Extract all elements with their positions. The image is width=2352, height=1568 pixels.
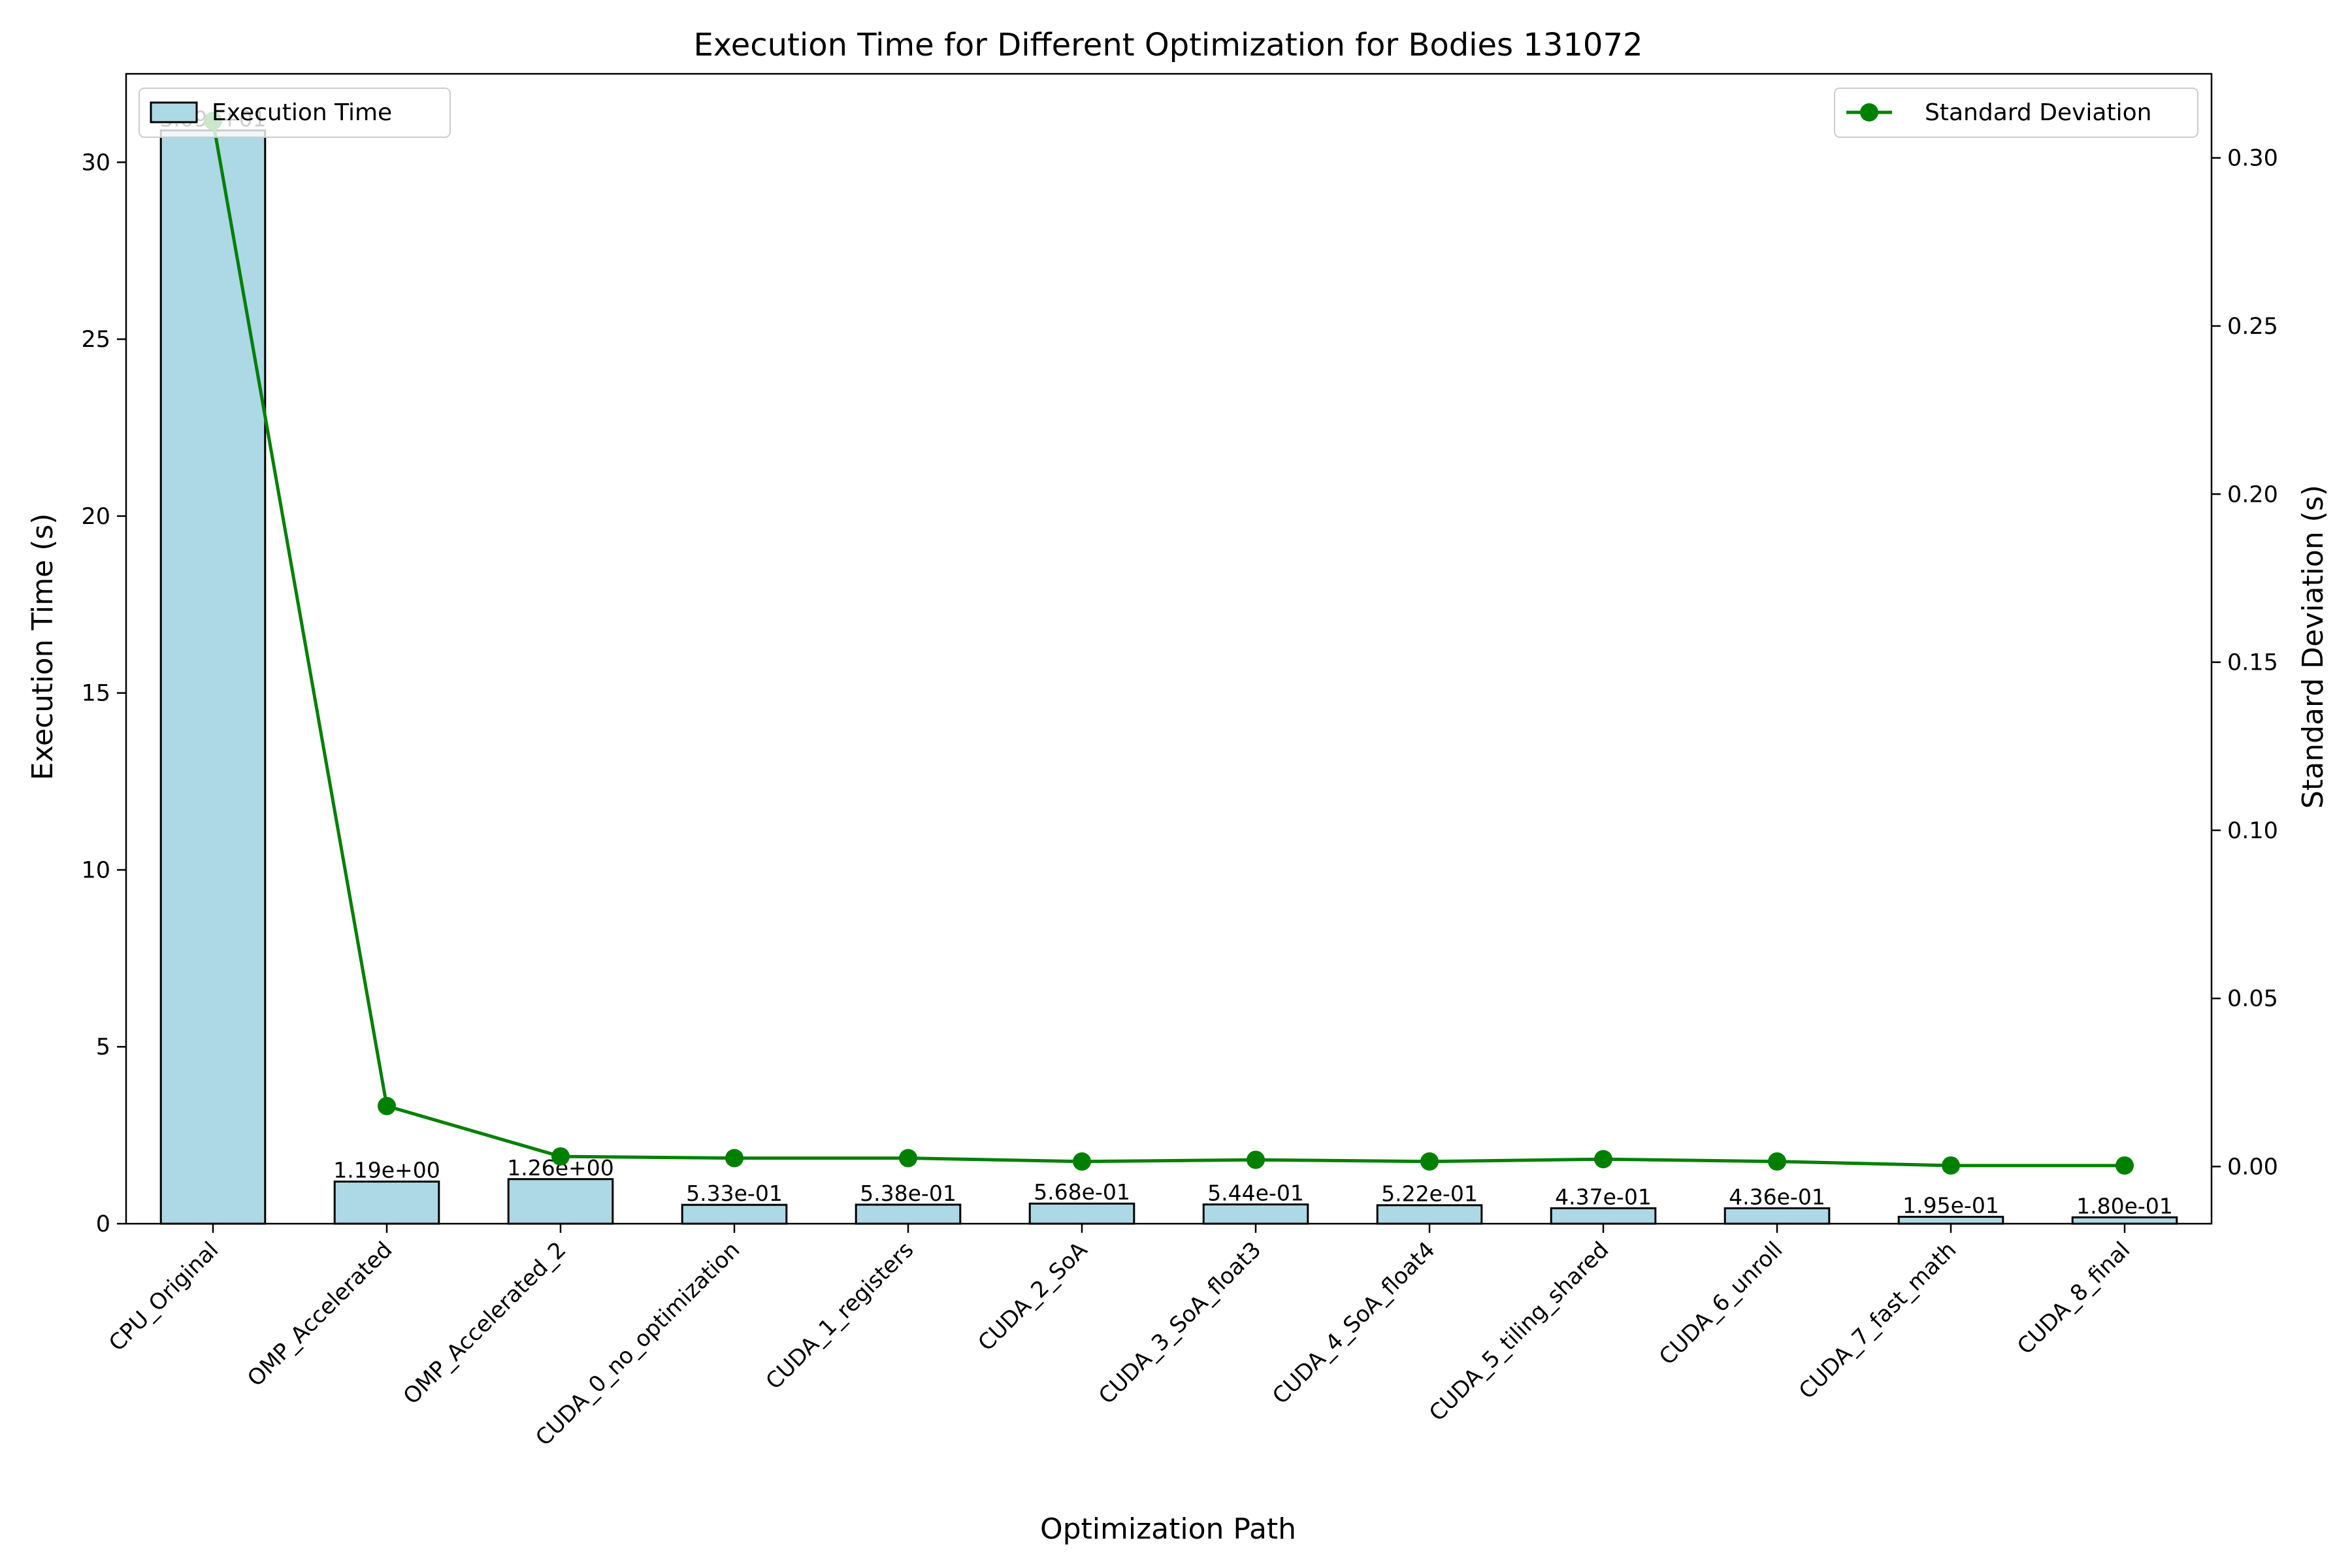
y2-tick-label: 0.10 [2227, 818, 2278, 844]
bar-value-label: 1.80e-01 [2076, 1193, 2173, 1218]
y-axis-left: 0 5 10 15 20 25 30 [81, 150, 126, 1237]
chart-title: Execution Time for Different Optimizatio… [693, 27, 1642, 63]
std-point [2115, 1156, 2134, 1175]
bar-OMP_Accelerated [333, 1181, 440, 1225]
y2-axis-label: Standard Deviation (s) [2296, 485, 2330, 809]
x-axis-label: Optimization Path [1040, 1512, 1296, 1546]
std-point [378, 1096, 396, 1115]
std-point [1073, 1152, 1091, 1171]
y-tick-label: 15 [81, 681, 110, 707]
y2-tick-label: 0.20 [2227, 482, 2278, 508]
plot-frame [125, 73, 2213, 1225]
bar-CUDA_1_registers [855, 1203, 962, 1225]
std-line [211, 120, 2125, 1168]
y-tick-label: 5 [96, 1034, 110, 1060]
y-tick-label: 20 [81, 504, 110, 530]
bar-CPU_Original [159, 129, 267, 1225]
bar-CUDA_6_unroll [1723, 1207, 1831, 1225]
y-axis-right: 0.00 0.05 0.10 0.15 0.20 0.25 0.30 [2212, 146, 2278, 1181]
std-point [551, 1147, 570, 1166]
bar-CUDA_5_tiling_shared [1550, 1207, 1657, 1225]
legend-box [139, 88, 451, 138]
y-tick-label: 0 [96, 1211, 110, 1237]
bar-value-label: 5.44e-01 [1207, 1181, 1304, 1206]
y-tick-label: 25 [81, 327, 110, 353]
std-point [1420, 1152, 1439, 1171]
bar-value-label: 4.36e-01 [1729, 1184, 1825, 1209]
bar-value-label: 1.19e+00 [333, 1158, 440, 1183]
y-tick-label: 10 [81, 857, 110, 883]
std-point [1942, 1156, 1960, 1175]
bar-value-label: 5.33e-01 [686, 1181, 783, 1206]
legend-label: Standard Deviation [1925, 99, 2151, 126]
bar-CUDA_2_SoA [1028, 1202, 1135, 1225]
legend-box [1834, 88, 2198, 138]
y2-tick-label: 0.15 [2227, 650, 2278, 676]
bar-value-label: 5.68e-01 [1034, 1179, 1130, 1205]
bar-OMP_Accelerated_2 [507, 1178, 614, 1225]
std-point [1768, 1152, 1786, 1171]
bar-CUDA_0_no_optimization [681, 1203, 788, 1225]
std-point [1247, 1151, 1265, 1169]
bar-CUDA_3_SoA_float3 [1202, 1203, 1309, 1225]
y2-tick-label: 0.05 [2227, 986, 2278, 1012]
legend-standard-deviation: Standard Deviation [1834, 88, 2198, 138]
legend-bar-swatch [150, 101, 198, 123]
legend-line-marker [1860, 103, 1878, 122]
y2-tick-label: 0.25 [2227, 314, 2278, 340]
y2-tick-label: 0.00 [2227, 1154, 2278, 1181]
y2-tick-label: 0.30 [2227, 146, 2278, 172]
legend-execution-time: Execution Time [139, 88, 451, 138]
bar-value-label: 5.38e-01 [860, 1181, 956, 1206]
y-tick-label: 30 [81, 150, 110, 176]
legend-label: Execution Time [212, 99, 392, 126]
bar-value-label: 1.95e-01 [1903, 1192, 1999, 1218]
bar-value-label: 5.22e-01 [1381, 1181, 1478, 1207]
bar-value-label: 4.37e-01 [1555, 1184, 1652, 1209]
std-point [1594, 1150, 1612, 1169]
std-point [899, 1149, 917, 1168]
bar-CUDA_4_SoA_float4 [1376, 1204, 1483, 1225]
y-axis-label: Execution Time (s) [26, 514, 59, 781]
std-point [725, 1149, 743, 1168]
